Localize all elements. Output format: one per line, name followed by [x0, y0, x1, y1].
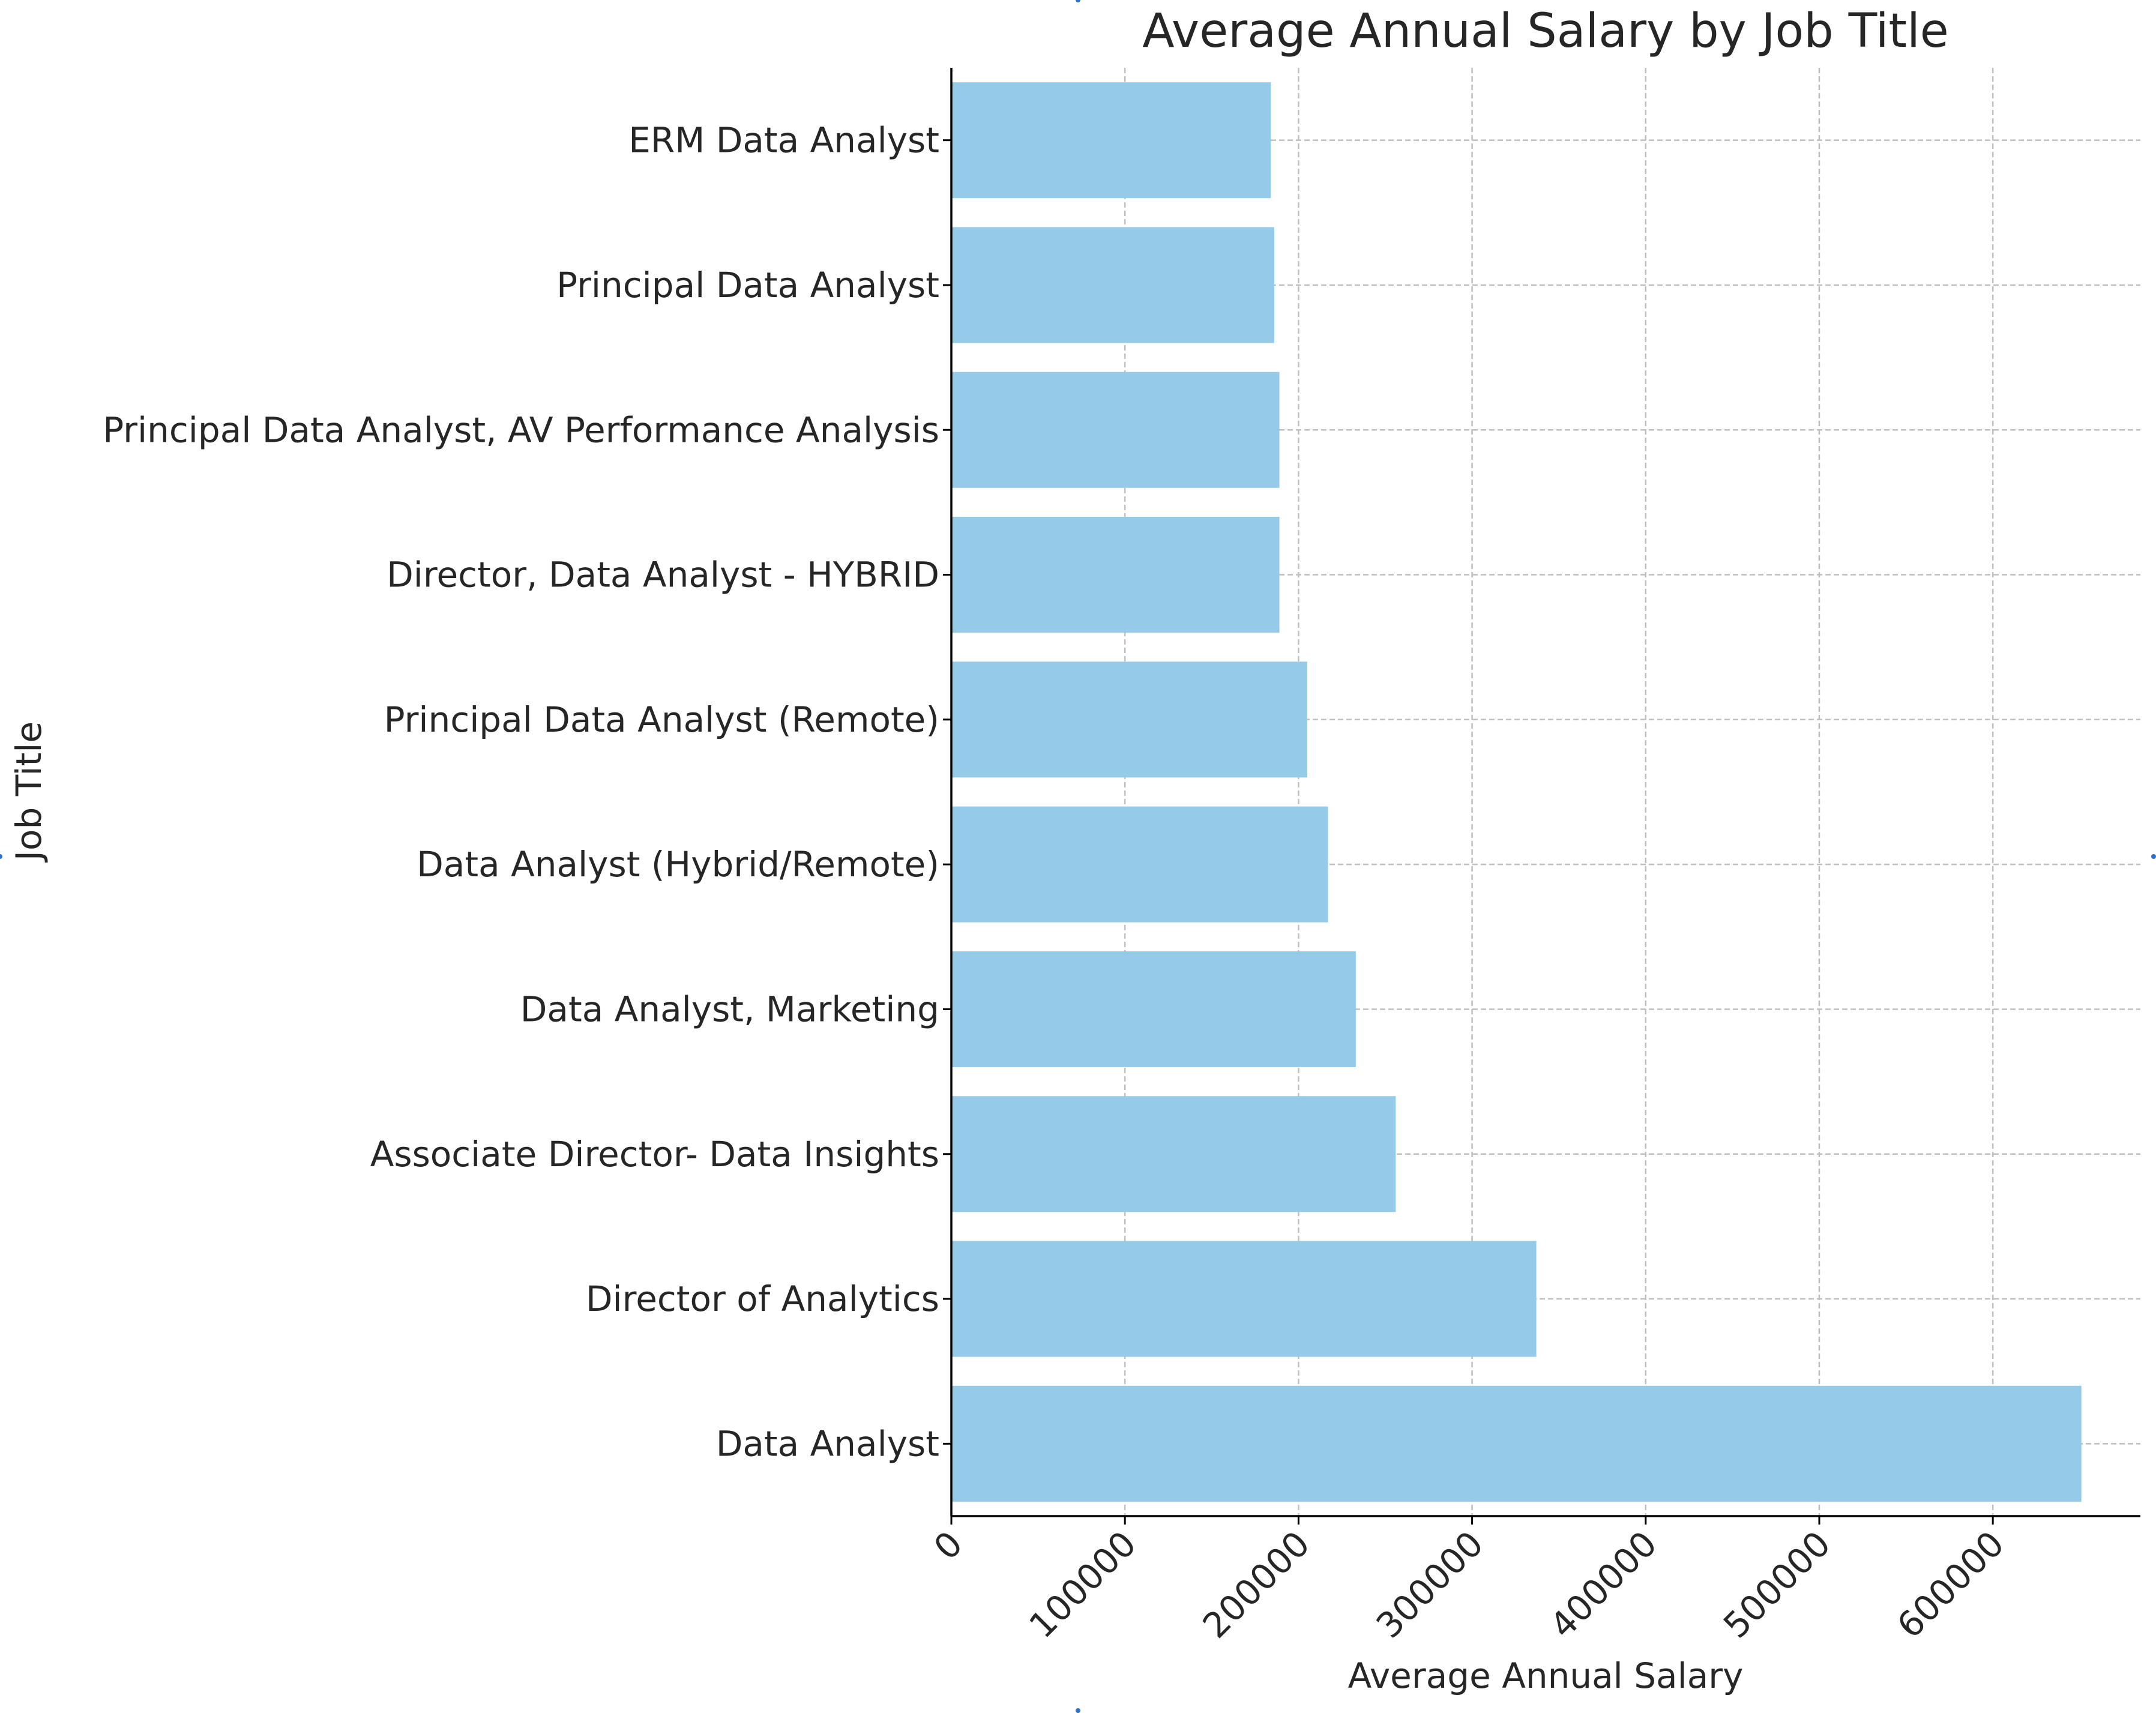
y-tick-label: Director, Data Analyst - HYBRID — [387, 555, 939, 595]
x-tick-label: 0 — [926, 1523, 971, 1568]
x-tick-label: 300000 — [1369, 1523, 1492, 1646]
bar — [951, 661, 1307, 778]
bars — [951, 82, 2082, 1502]
bar — [951, 517, 1280, 633]
bar — [951, 82, 1271, 199]
y-tick-label: Principal Data Analyst — [556, 265, 939, 306]
selection-handle-top[interactable] — [1076, 0, 1080, 2]
x-tick-label: 500000 — [1715, 1523, 1838, 1646]
y-tick-label: Principal Data Analyst (Remote) — [384, 699, 939, 740]
bar — [951, 227, 1274, 343]
selection-handle-left[interactable] — [0, 854, 2, 859]
bar — [951, 951, 1356, 1067]
x-tick-label: 100000 — [1021, 1523, 1144, 1646]
chart-title: Average Annual Salary by Job Title — [1142, 4, 1948, 58]
y-tick-label: ERM Data Analyst — [628, 120, 939, 161]
y-tick-label: Principal Data Analyst, AV Performance A… — [103, 409, 939, 450]
selection-handle-right[interactable] — [2151, 854, 2156, 859]
y-tick-label: Associate Director- Data Insights — [370, 1134, 939, 1175]
axes — [950, 68, 2140, 1517]
x-tick-label: 400000 — [1542, 1523, 1665, 1646]
y-tick-label: Data Analyst — [716, 1423, 939, 1464]
selection-handle-bottom[interactable] — [1076, 1708, 1080, 1713]
x-tick-label: 600000 — [1889, 1523, 2012, 1646]
bar — [951, 1385, 2082, 1502]
y-tick-label: Director of Analytics — [586, 1278, 939, 1319]
bar — [951, 1096, 1396, 1212]
bar — [951, 372, 1280, 488]
y-tick-label: Data Analyst, Marketing — [520, 989, 939, 1029]
bar — [951, 1241, 1537, 1357]
y-tick-label: Data Analyst (Hybrid/Remote) — [417, 844, 939, 885]
x-tick-label: 200000 — [1195, 1523, 1318, 1646]
x-axis-label: Average Annual Salary — [1348, 1655, 1744, 1696]
y-axis-label: Job Title — [8, 721, 49, 863]
bar — [951, 806, 1328, 923]
